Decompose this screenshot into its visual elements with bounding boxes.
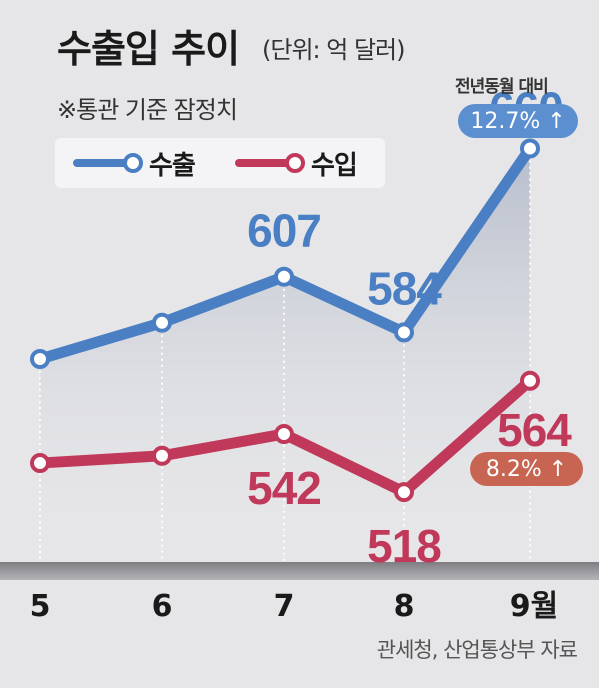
unit-label: (단위: 억 달러) <box>262 36 405 64</box>
legend: 수출 수입 <box>55 138 385 188</box>
source-note: 관세청, 산업통상부 자료 <box>376 638 578 662</box>
legend-item-export: 수출 <box>73 138 196 188</box>
import-point-1 <box>152 445 172 466</box>
export-point-2 <box>274 266 294 287</box>
import-point-3 <box>394 482 414 503</box>
yoy-label: 전년동월 대비 <box>455 77 549 97</box>
import-point-0 <box>30 453 50 474</box>
export-data-label-3: 584 <box>367 262 442 314</box>
export-data-label-2: 607 <box>247 205 321 257</box>
import-change-badge: 8.2% ↑ <box>470 452 583 486</box>
legend-export-label: 수출 <box>149 150 196 181</box>
x-axis-band <box>0 562 599 580</box>
import-data-label-2: 542 <box>247 462 321 514</box>
import-point-4 <box>520 370 540 391</box>
x-tick-label-3: 8 <box>394 589 415 624</box>
legend-import-line-icon <box>235 153 305 173</box>
subtitle: ※통관 기준 잠정치 <box>57 96 238 124</box>
import-point-2 <box>274 424 294 445</box>
x-tick-label-4: 9월 <box>510 589 558 624</box>
legend-export-line-icon <box>73 153 143 173</box>
export-change-badge: 12.7% ↑ <box>458 104 578 138</box>
export-point-3 <box>394 322 414 343</box>
x-tick-label-2: 7 <box>274 589 295 624</box>
x-tick-label-1: 6 <box>152 589 173 624</box>
import-data-label-3: 518 <box>367 520 441 572</box>
export-point-4 <box>520 138 540 159</box>
x-tick-label-0: 5 <box>30 589 51 624</box>
import-data-label-4: 564 <box>497 404 572 456</box>
export-point-0 <box>30 349 50 369</box>
export-point-1 <box>152 312 172 333</box>
chart-title: 수출입 추이 <box>57 27 240 71</box>
legend-import-label: 수입 <box>311 150 358 181</box>
legend-item-import: 수입 <box>235 138 358 188</box>
